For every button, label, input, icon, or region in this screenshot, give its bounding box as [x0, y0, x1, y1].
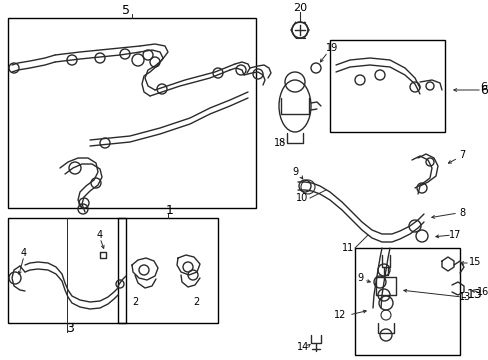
Bar	[8, 18, 256, 208]
Text: 1: 1	[166, 203, 174, 216]
Bar	[8, 218, 126, 323]
Text: 6: 6	[479, 84, 487, 96]
Bar	[118, 218, 218, 323]
Text: 12: 12	[333, 310, 346, 320]
Text: 16: 16	[476, 287, 488, 297]
Text: 9: 9	[356, 273, 362, 283]
Bar	[329, 40, 444, 132]
Text: 14: 14	[296, 342, 308, 352]
Text: 9: 9	[291, 167, 298, 177]
Text: 4: 4	[21, 248, 27, 258]
Text: 6: 6	[480, 82, 487, 92]
Text: 2: 2	[192, 297, 199, 307]
Text: 13: 13	[466, 288, 482, 302]
Text: 11: 11	[341, 243, 353, 253]
Text: 20: 20	[292, 3, 306, 13]
Text: 7: 7	[458, 150, 464, 160]
Text: 13: 13	[458, 292, 470, 302]
Bar	[354, 248, 459, 355]
Text: 4: 4	[97, 230, 103, 240]
Text: 5: 5	[122, 4, 130, 17]
Text: 15: 15	[468, 257, 480, 267]
Text: 18: 18	[273, 138, 285, 148]
Text: 10: 10	[295, 193, 307, 203]
Text: 17: 17	[448, 230, 460, 240]
Text: 2: 2	[132, 297, 138, 307]
Text: 8: 8	[458, 208, 464, 218]
Text: 19: 19	[325, 43, 337, 53]
Text: 3: 3	[66, 321, 74, 334]
